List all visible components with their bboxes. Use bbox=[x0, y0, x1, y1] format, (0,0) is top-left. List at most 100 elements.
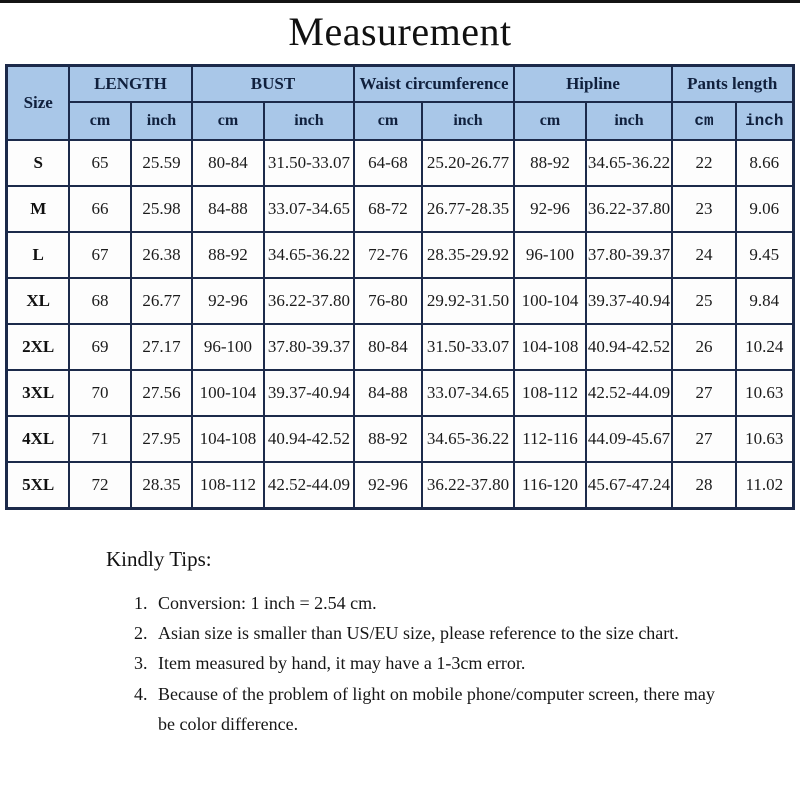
unit-waist-cm: cm bbox=[352, 101, 423, 141]
cell-length-inch: 26.77 bbox=[129, 277, 193, 325]
header-waist-circumference: Waist circumference bbox=[352, 64, 516, 103]
cell-bust-cm: 80-84 bbox=[190, 139, 265, 187]
cell-hip-cm: 104-108 bbox=[513, 323, 587, 371]
cell-waist-cm: 88-92 bbox=[352, 415, 423, 463]
cell-bust-inch: 42.52-44.09 bbox=[262, 461, 355, 510]
header-group-row: Size LENGTH BUST Waist circumference Hip… bbox=[5, 64, 795, 141]
table-row-m: M 66 25.98 84-88 33.07-34.65 68-72 26.77… bbox=[5, 185, 795, 233]
table-row-s: S 65 25.59 80-84 31.50-33.07 64-68 25.20… bbox=[5, 139, 795, 187]
cell-bust-inch: 37.80-39.37 bbox=[262, 323, 355, 371]
cell-length-cm: 65 bbox=[67, 139, 132, 187]
cell-length-cm: 67 bbox=[67, 231, 132, 279]
table-row-4xl: 4XL 71 27.95 104-108 40.94-42.52 88-92 3… bbox=[5, 415, 795, 463]
tips-heading: Kindly Tips: bbox=[106, 547, 212, 571]
cell-size: 4XL bbox=[5, 415, 70, 463]
cell-waist-cm: 92-96 bbox=[352, 461, 423, 510]
cell-hip-inch: 42.52-44.09 bbox=[584, 369, 674, 417]
unit-hip-cm: cm bbox=[513, 101, 587, 141]
cell-pants-inch: 10.63 bbox=[735, 415, 795, 463]
cell-length-inch: 27.56 bbox=[129, 369, 193, 417]
unit-hip-inch: inch bbox=[584, 101, 674, 141]
cell-length-cm: 68 bbox=[67, 277, 132, 325]
header-unit-row: cm inch cm inch cm inch cm inch cm inch bbox=[7, 101, 795, 141]
cell-waist-inch: 36.22-37.80 bbox=[420, 461, 516, 510]
cell-bust-inch: 34.65-36.22 bbox=[262, 231, 355, 279]
cell-pants-cm: 24 bbox=[671, 231, 738, 279]
cell-hip-inch: 45.67-47.24 bbox=[584, 461, 674, 510]
cell-pants-inch: 9.06 bbox=[735, 185, 795, 233]
cell-hip-inch: 40.94-42.52 bbox=[584, 323, 674, 371]
cell-pants-cm: 22 bbox=[671, 139, 738, 187]
cell-bust-cm: 84-88 bbox=[190, 185, 265, 233]
cell-pants-cm: 25 bbox=[671, 277, 738, 325]
top-border-line bbox=[0, 0, 800, 3]
cell-length-inch: 26.38 bbox=[129, 231, 193, 279]
cell-pants-cm: 27 bbox=[671, 369, 738, 417]
cell-waist-inch: 31.50-33.07 bbox=[420, 323, 516, 371]
cell-waist-inch: 34.65-36.22 bbox=[420, 415, 516, 463]
cell-length-inch: 28.35 bbox=[129, 461, 193, 510]
unit-length-cm: cm bbox=[67, 101, 132, 141]
cell-hip-cm: 112-116 bbox=[513, 415, 587, 463]
kindly-tips-section: Kindly Tips: Conversion: 1 inch = 2.54 c… bbox=[106, 547, 716, 739]
cell-length-inch: 27.17 bbox=[129, 323, 193, 371]
cell-hip-cm: 96-100 bbox=[513, 231, 587, 279]
tip-item-measure-error: Item measured by hand, it may have a 1-3… bbox=[152, 648, 716, 678]
unit-bust-cm: cm bbox=[190, 101, 265, 141]
cell-pants-inch: 10.63 bbox=[735, 369, 795, 417]
cell-hip-cm: 100-104 bbox=[513, 277, 587, 325]
cell-size: L bbox=[5, 231, 70, 279]
table-row-2xl: 2XL 69 27.17 96-100 37.80-39.37 80-84 31… bbox=[5, 323, 795, 371]
cell-hip-cm: 92-96 bbox=[513, 185, 587, 233]
cell-waist-cm: 64-68 bbox=[352, 139, 423, 187]
header-size: Size bbox=[5, 64, 70, 141]
table-row-xl: XL 68 26.77 92-96 36.22-37.80 76-80 29.9… bbox=[5, 277, 795, 325]
cell-waist-inch: 28.35-29.92 bbox=[420, 231, 516, 279]
cell-pants-cm: 23 bbox=[671, 185, 738, 233]
page-title: Measurement bbox=[288, 9, 512, 54]
cell-hip-inch: 36.22-37.80 bbox=[584, 185, 674, 233]
tip-item-asian-size: Asian size is smaller than US/EU size, p… bbox=[152, 618, 716, 648]
cell-length-cm: 66 bbox=[67, 185, 132, 233]
header-bust: BUST bbox=[190, 64, 355, 103]
cell-pants-inch: 8.66 bbox=[735, 139, 795, 187]
cell-size: XL bbox=[5, 277, 70, 325]
cell-length-inch: 25.59 bbox=[129, 139, 193, 187]
cell-waist-inch: 29.92-31.50 bbox=[420, 277, 516, 325]
cell-waist-cm: 68-72 bbox=[352, 185, 423, 233]
cell-bust-cm: 96-100 bbox=[190, 323, 265, 371]
tips-list: Conversion: 1 inch = 2.54 cm. Asian size… bbox=[106, 588, 716, 739]
cell-bust-inch: 39.37-40.94 bbox=[262, 369, 355, 417]
cell-bust-cm: 88-92 bbox=[190, 231, 265, 279]
cell-waist-inch: 25.20-26.77 bbox=[420, 139, 516, 187]
cell-hip-inch: 34.65-36.22 bbox=[584, 139, 674, 187]
cell-pants-cm: 26 bbox=[671, 323, 738, 371]
tip-item-color-difference: Because of the problem of light on mobil… bbox=[152, 679, 716, 739]
cell-size: 2XL bbox=[5, 323, 70, 371]
cell-size: 5XL bbox=[5, 461, 70, 510]
cell-size: 3XL bbox=[5, 369, 70, 417]
cell-bust-inch: 40.94-42.52 bbox=[262, 415, 355, 463]
unit-length-inch: inch bbox=[129, 101, 193, 141]
cell-length-cm: 70 bbox=[67, 369, 132, 417]
tip-item-conversion: Conversion: 1 inch = 2.54 cm. bbox=[152, 588, 716, 618]
cell-bust-inch: 31.50-33.07 bbox=[262, 139, 355, 187]
cell-pants-inch: 9.84 bbox=[735, 277, 795, 325]
cell-length-inch: 25.98 bbox=[129, 185, 193, 233]
table-header: Size LENGTH BUST Waist circumference Hip… bbox=[5, 64, 795, 141]
cell-hip-cm: 108-112 bbox=[513, 369, 587, 417]
cell-bust-inch: 36.22-37.80 bbox=[262, 277, 355, 325]
cell-length-cm: 72 bbox=[67, 461, 132, 510]
unit-pants-inch: inch bbox=[735, 101, 795, 141]
cell-waist-inch: 26.77-28.35 bbox=[420, 185, 516, 233]
header-pants-length: Pants length bbox=[671, 64, 795, 103]
cell-size: S bbox=[5, 139, 70, 187]
cell-bust-cm: 108-112 bbox=[190, 461, 265, 510]
cell-hip-inch: 37.80-39.37 bbox=[584, 231, 674, 279]
unit-waist-inch: inch bbox=[420, 101, 516, 141]
unit-bust-inch: inch bbox=[262, 101, 355, 141]
cell-hip-inch: 44.09-45.67 bbox=[584, 415, 674, 463]
cell-bust-inch: 33.07-34.65 bbox=[262, 185, 355, 233]
cell-pants-inch: 9.45 bbox=[735, 231, 795, 279]
cell-pants-cm: 28 bbox=[671, 461, 738, 510]
